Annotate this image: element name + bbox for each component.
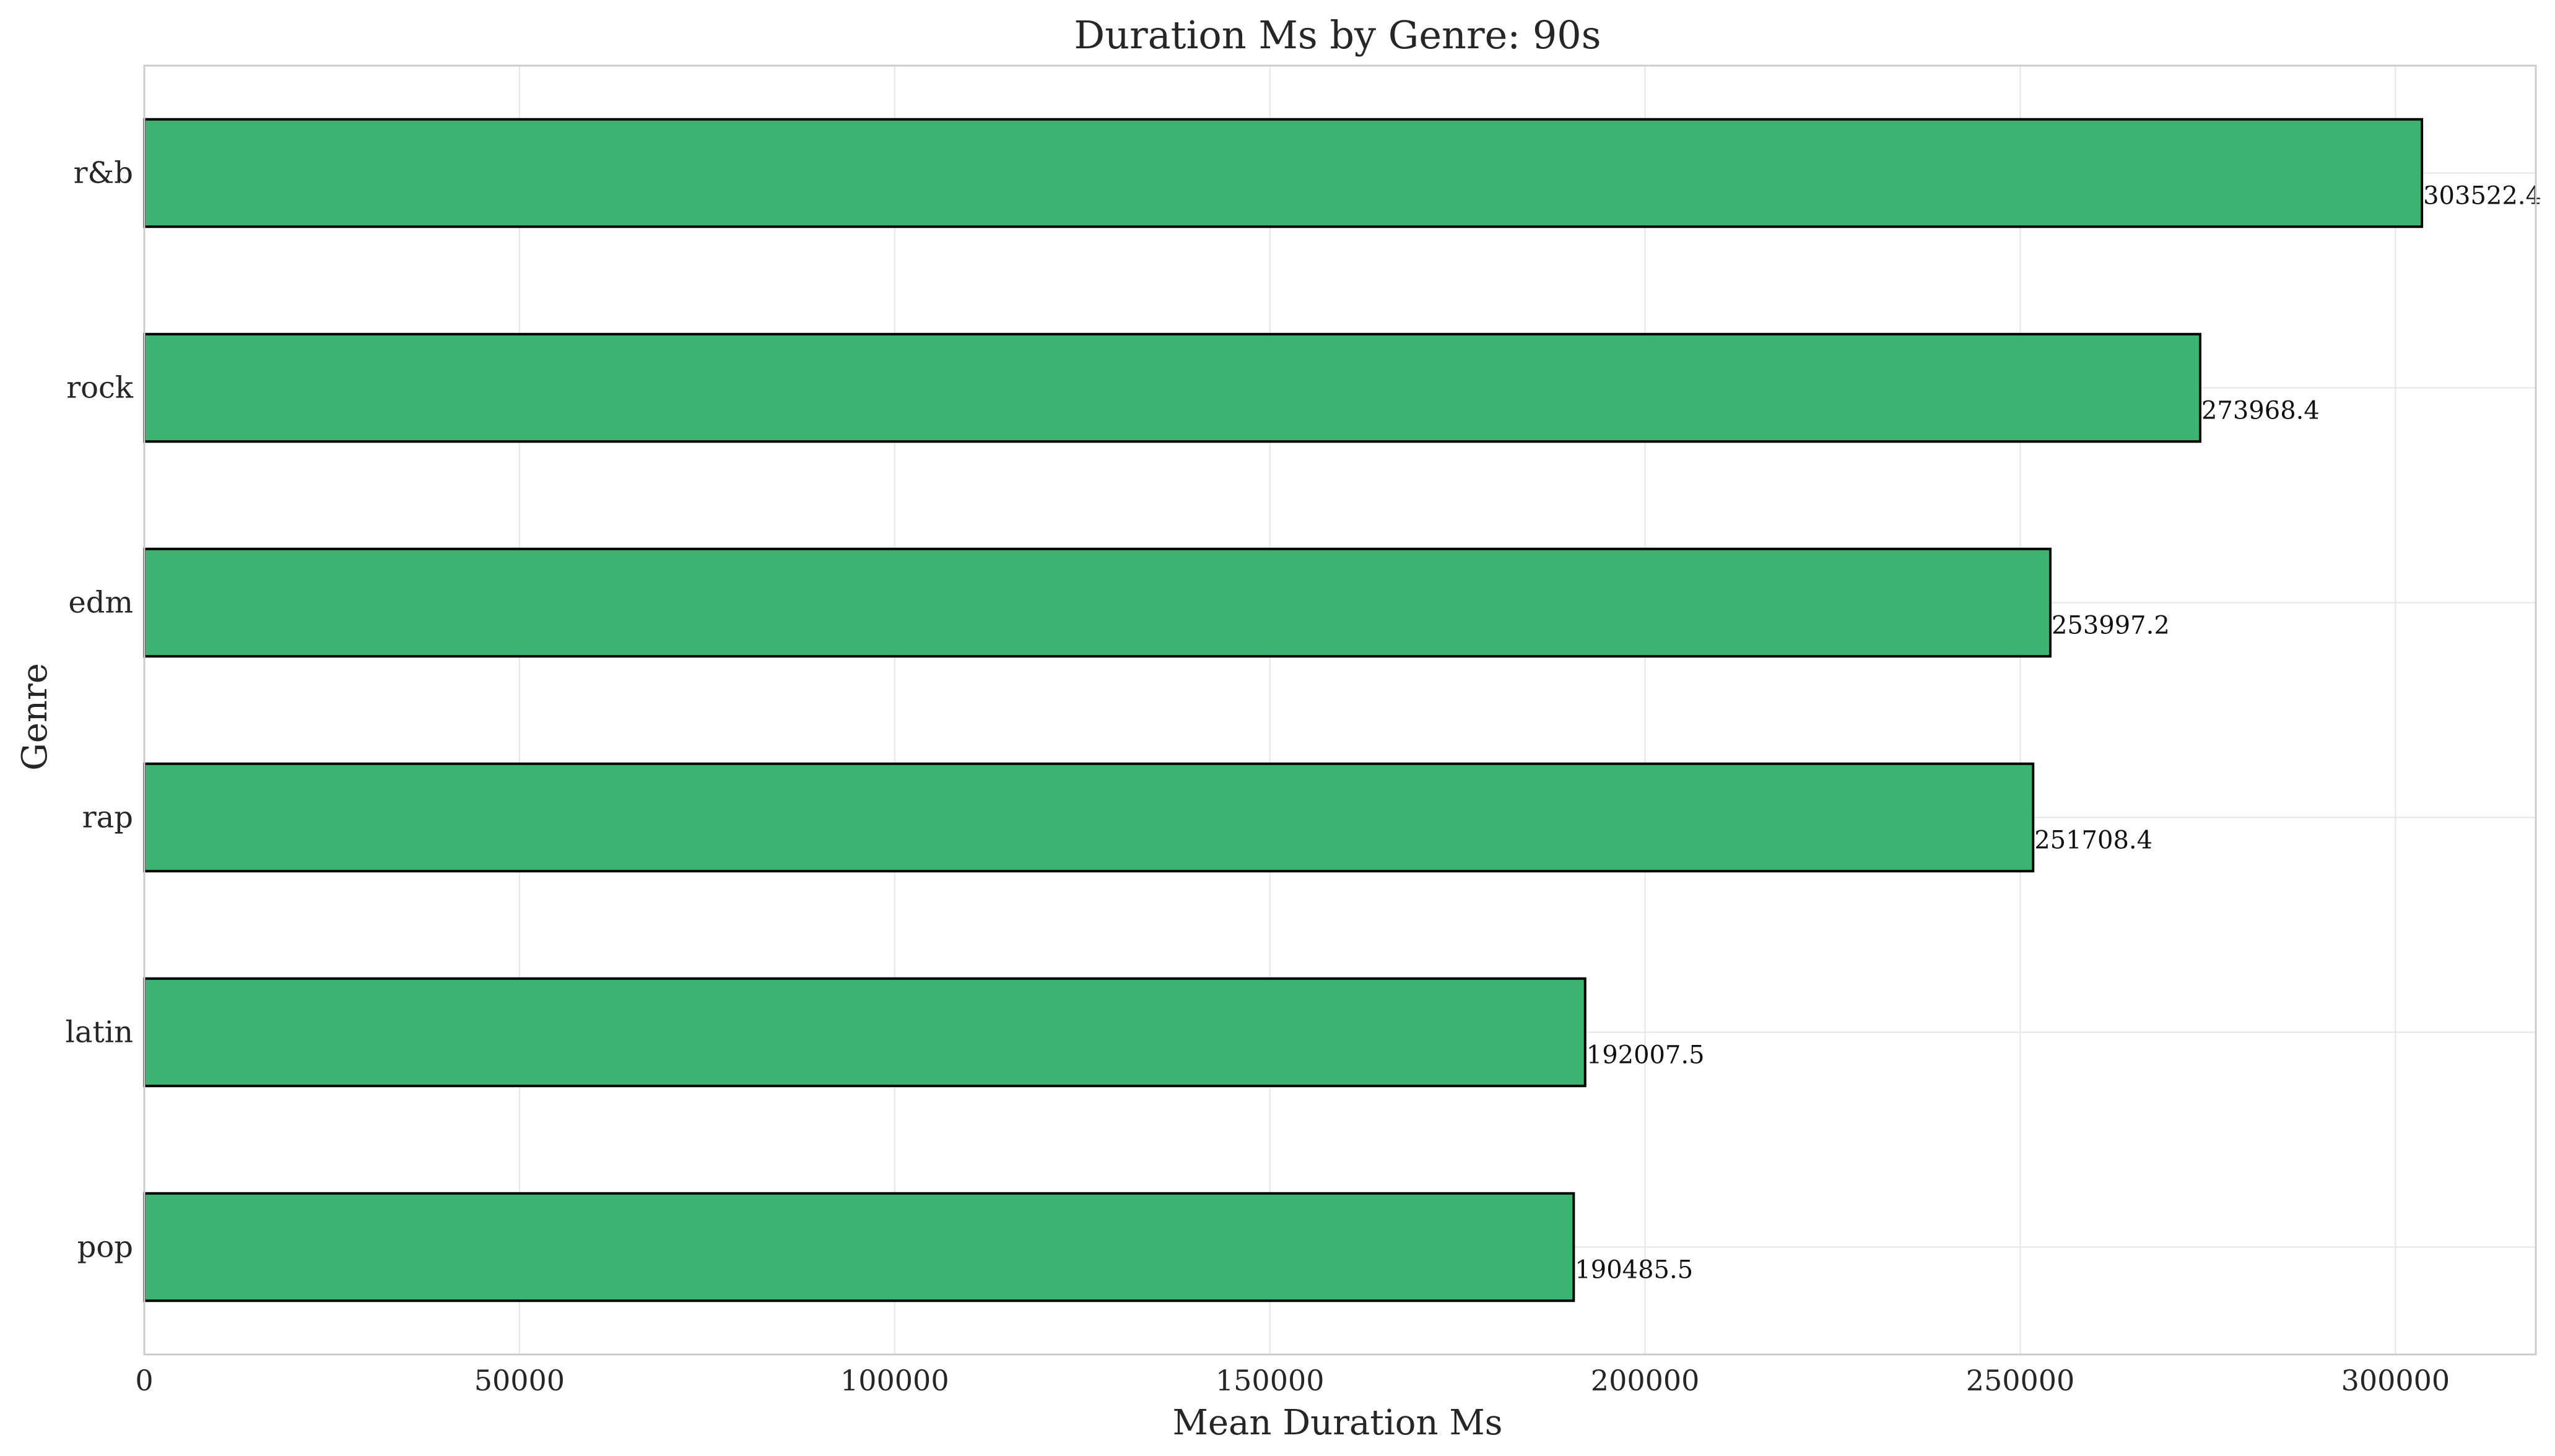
bar-rb [143, 118, 2424, 228]
y-tick-label: rock [66, 371, 134, 405]
bar-value-label: 273968.4 [2201, 397, 2320, 425]
bar-pop [143, 1192, 1575, 1302]
bar-rock [143, 332, 2201, 443]
x-tick-label: 250000 [1966, 1364, 2075, 1397]
plot-area-frame [143, 64, 2537, 1356]
x-tick-label: 0 [135, 1364, 153, 1397]
bar-value-label: 251708.4 [2034, 826, 2152, 855]
x-tick-label: 200000 [1591, 1364, 1700, 1397]
x-axis-ticks: 0 50000 100000 150000 200000 250000 300000 [135, 1364, 2450, 1397]
value-labels-layer: 303522.4 273968.4 253997.2 251708.4 192007.5… [1575, 182, 2541, 1285]
y-tick-label: pop [77, 1230, 133, 1265]
bar-edm [143, 547, 2052, 658]
x-tick-label: 150000 [1216, 1364, 1325, 1397]
bars-layer [143, 118, 2424, 1302]
bar-value-label: 192007.5 [1587, 1041, 1705, 1070]
bar-value-label: 253997.2 [2052, 612, 2170, 640]
x-axis-label: Mean Duration Ms [1173, 1403, 1503, 1443]
y-tick-label: latin [65, 1015, 133, 1050]
bar-value-label: 303522.4 [2423, 182, 2541, 210]
bar-latin [143, 977, 1587, 1088]
y-tick-label: rap [82, 800, 133, 835]
bar-value-label: 190485.5 [1575, 1256, 1693, 1285]
x-tick-label: 300000 [2341, 1364, 2450, 1397]
chart-title: Duration Ms by Genre: 90s [1074, 12, 1601, 58]
bar-rap [143, 762, 2035, 873]
y-axis-label: Genre [15, 663, 55, 771]
y-axis-ticks: r&b rock edm rap latin pop [65, 156, 133, 1265]
x-tick-label: 50000 [474, 1364, 565, 1397]
y-tick-label: edm [68, 586, 133, 620]
x-tick-label: 100000 [840, 1364, 949, 1397]
y-tick-label: r&b [74, 156, 133, 191]
